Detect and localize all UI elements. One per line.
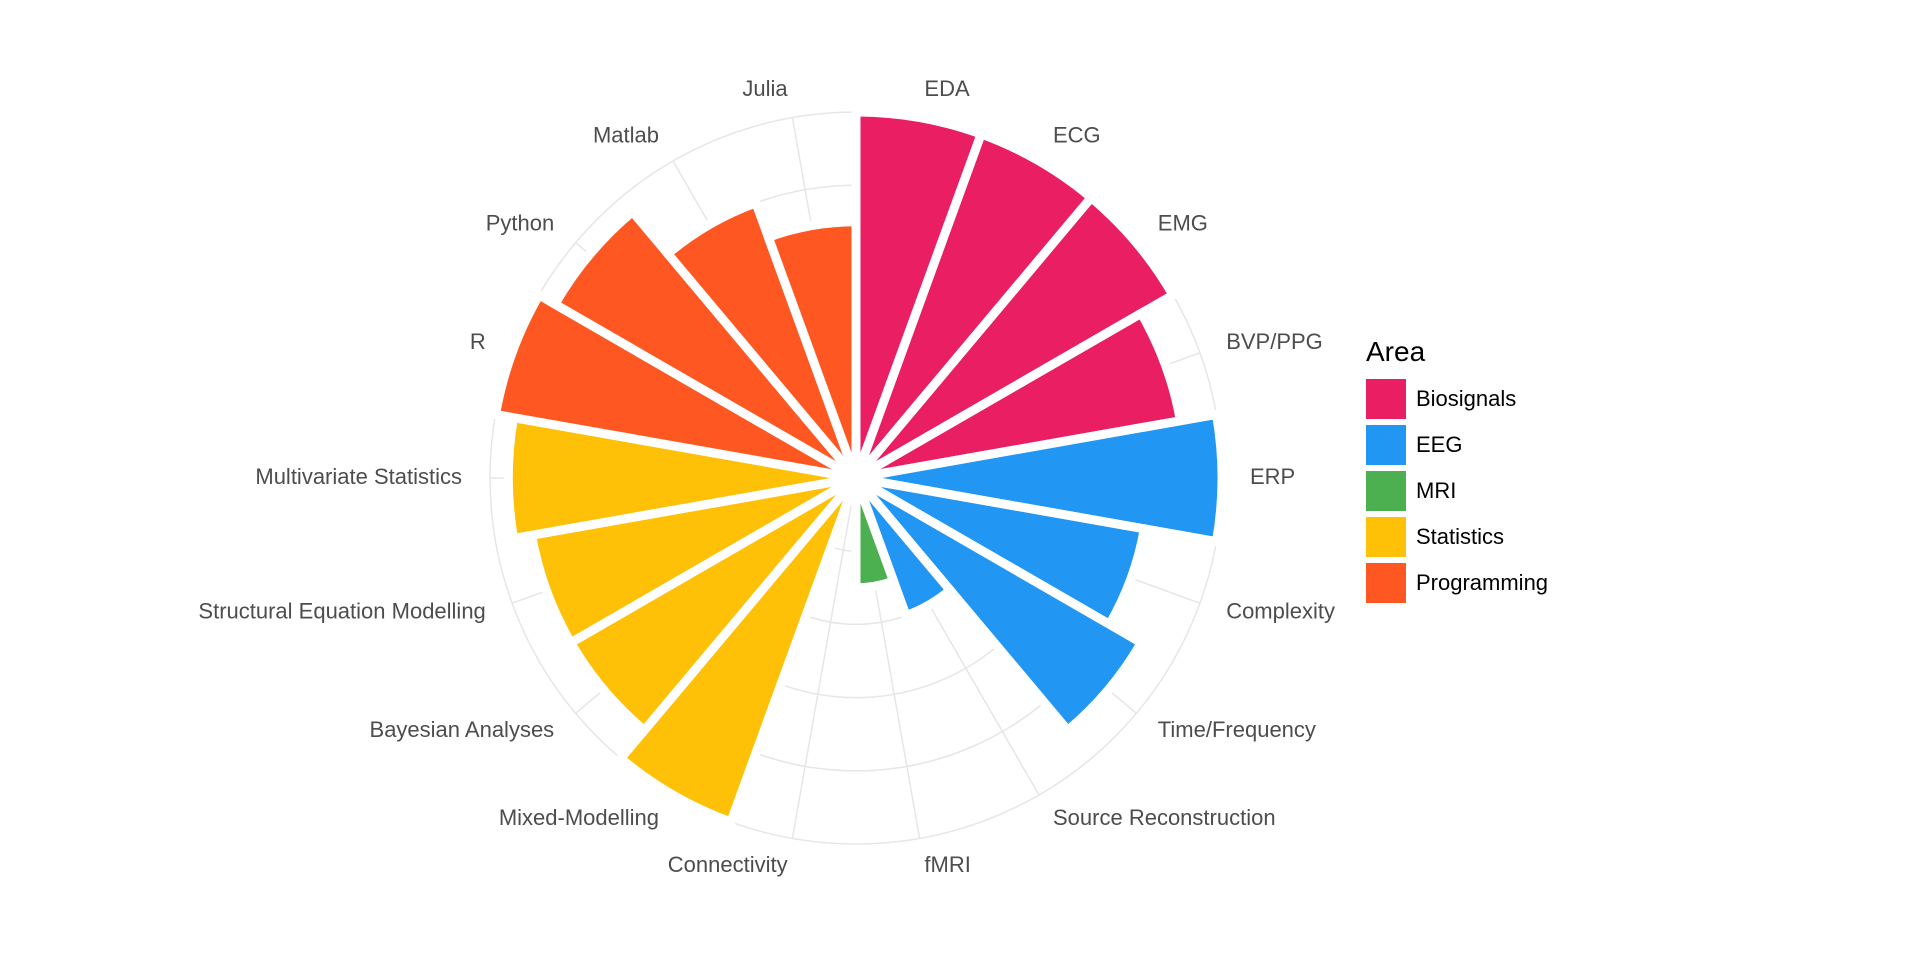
legend-key (1366, 471, 1406, 511)
legend-label: Biosignals (1416, 386, 1517, 411)
legend-item: MRI (1360, 468, 1548, 514)
legend-label: EEG (1416, 432, 1463, 457)
category-label: Multivariate Statistics (255, 464, 462, 489)
bars (490, 107, 1227, 828)
category-label: Complexity (1226, 599, 1335, 624)
category-label: Structural Equation Modelling (198, 599, 485, 624)
legend-label: Statistics (1416, 524, 1505, 549)
bar-time-frequency (852, 474, 1148, 737)
legend-item: Programming (1360, 560, 1548, 606)
bar-r (490, 288, 859, 483)
category-label: EMG (1158, 211, 1208, 236)
category-label: Bayesian Analyses (370, 717, 555, 742)
legend-key (1366, 517, 1406, 557)
category-label: Time/Frequency (1158, 717, 1316, 742)
category-label: Python (486, 211, 555, 236)
category-label: Julia (742, 76, 788, 101)
bar-source-reconstruction (851, 475, 957, 622)
legend-key (1366, 379, 1406, 419)
category-label: Source Reconstruction (1053, 805, 1276, 830)
legend-items: Biosignals EEG MRI Statistics Programming (1360, 376, 1548, 606)
legend-key (1366, 425, 1406, 465)
legend-item: Statistics (1360, 514, 1548, 560)
legend-title: Area (1366, 336, 1426, 367)
bar-matlab (661, 197, 861, 481)
legend-item: Biosignals (1360, 376, 1548, 422)
legend: Area Biosignals EEG MRI Statistics Programmi… (1360, 336, 1548, 606)
category-label: ECG (1053, 123, 1101, 148)
legend-key (1366, 563, 1406, 603)
category-label: EDA (924, 76, 970, 101)
category-label: Matlab (593, 123, 659, 148)
grid-spoke (791, 477, 857, 839)
category-labels: EDA ECG EMG BVP/PPG ERP Complexity Time/Freque… (198, 76, 1335, 877)
category-label: Connectivity (668, 852, 788, 877)
bar-julia (762, 217, 861, 480)
bar-python (548, 205, 860, 482)
category-label: BVP/PPG (1226, 329, 1323, 354)
category-label: fMRI (924, 852, 970, 877)
category-label: Mixed-Modelling (499, 805, 659, 830)
bar-mixed-modelling (614, 475, 861, 828)
bar-emg (852, 191, 1180, 482)
category-label: ERP (1250, 464, 1295, 489)
legend-item: EEG (1360, 422, 1548, 468)
legend-label: MRI (1416, 478, 1457, 503)
bar-fmri (851, 476, 900, 593)
legend-label: Programming (1416, 570, 1549, 595)
category-label: R (470, 329, 486, 354)
bar-erp (855, 409, 1227, 547)
